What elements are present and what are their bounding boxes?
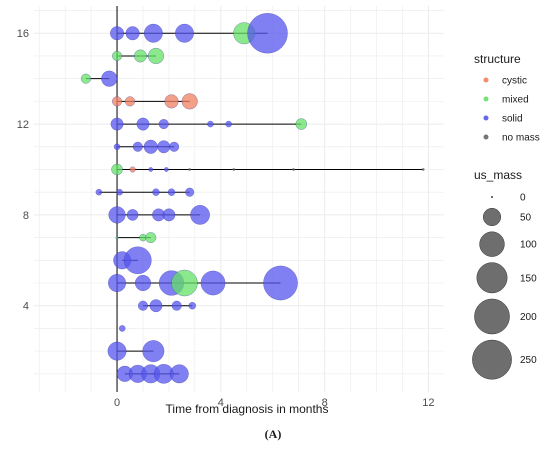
data-point-solid (157, 140, 171, 154)
y-tick-label: 8 (23, 210, 29, 222)
data-point-cystic (164, 94, 179, 109)
legend-size-label: 50 (520, 213, 532, 224)
y-tick-labels: 4 8 12 16 (17, 28, 29, 312)
data-point-solid (110, 117, 124, 131)
data-point-solid (143, 139, 158, 154)
data-point-mixed (133, 49, 147, 63)
legend-label: mixed (502, 95, 529, 106)
data-point-mixed (115, 236, 119, 240)
data-point-solid (152, 188, 160, 196)
legend-size-label: 100 (520, 240, 537, 251)
y-tick-label: 16 (17, 28, 29, 40)
data-point-solid (107, 341, 127, 361)
data-point-solid (118, 325, 126, 332)
legend-size-key (482, 207, 502, 227)
legend-size-title: us_mass (474, 168, 522, 182)
legend-key-cystic (483, 77, 489, 83)
x-axis-title: Time from diagnosis in months (166, 402, 329, 416)
data-point-mixed (145, 232, 157, 244)
data-point-solid (263, 265, 298, 301)
data-point-solid (136, 117, 150, 131)
data-point-no-mass (188, 167, 192, 171)
legend-size-label: 250 (520, 355, 537, 366)
data-point-cystic (111, 96, 123, 107)
data-point-solid (125, 26, 140, 41)
data-point-solid (207, 120, 214, 128)
legend-size-label: 0 (520, 193, 526, 204)
data-point-mixed (111, 50, 123, 62)
y-tick-label: 4 (23, 301, 29, 313)
data-point-solid (185, 187, 195, 197)
data-point-no-mass (421, 167, 425, 171)
legend-size: 0 50 100 150 200 250 (472, 193, 537, 380)
data-point-solid (162, 208, 176, 222)
x-tick-label: 4 (218, 397, 224, 409)
legend-size-key (490, 195, 494, 199)
figure-caption: (A) (265, 427, 282, 441)
legend-size-key (472, 339, 512, 380)
data-point-mixed (147, 47, 165, 65)
data-point-solid (142, 340, 165, 363)
data-point-cystic (181, 93, 198, 110)
data-point-solid (247, 12, 288, 54)
data-point-solid (116, 188, 123, 196)
data-point-solid (134, 274, 152, 292)
x-tick-label: 8 (322, 397, 328, 409)
legend-size-label: 150 (520, 273, 537, 284)
x-tick-label: 12 (422, 397, 434, 409)
data-point-solid (190, 205, 210, 225)
data-point-no-mass (292, 167, 295, 171)
legend-key-mixed (483, 96, 489, 102)
data-point-solid (158, 119, 169, 130)
legend-size-key (479, 231, 505, 257)
data-point-solid (113, 143, 121, 151)
data-point-solid (149, 299, 163, 313)
data-point-solid (169, 364, 189, 384)
legend-size-key (474, 298, 510, 335)
legend-label: no mass (502, 133, 540, 144)
data-point-solid (109, 26, 125, 41)
data-point-solid (95, 188, 103, 196)
x-tick-labels: 0 4 8 12 (114, 397, 435, 409)
x-tick-label: 0 (114, 397, 120, 409)
legend-label: solid (502, 114, 523, 125)
data-point-solid (200, 270, 226, 296)
data-point-mixed (295, 118, 308, 130)
data-point-solid (143, 23, 163, 43)
patient-lines (85, 32, 424, 375)
data-point-solid (163, 167, 169, 172)
data-point-solid (225, 120, 232, 128)
data-point-solid (169, 141, 180, 152)
data-point-solid (123, 246, 152, 275)
data-point-cystic (124, 96, 136, 107)
data-point-solid (132, 141, 143, 152)
data-point-solid (175, 23, 194, 43)
legend-key-solid (483, 115, 489, 121)
data-point-mixed (171, 269, 198, 297)
data-point-solid (171, 300, 182, 311)
data-point-cystic (129, 166, 136, 173)
legend-size-label: 200 (520, 312, 537, 323)
y-tick-label: 12 (17, 119, 29, 131)
data-point-solid (188, 301, 197, 310)
data-point-solid (148, 167, 154, 172)
data-point-solid (126, 209, 139, 221)
grid (34, 6, 444, 392)
data-point-solid (108, 206, 126, 224)
data-point-solid (137, 300, 149, 311)
legend-structure: cystic mixed solid no mass (483, 76, 540, 144)
legend-label: cystic (502, 76, 527, 87)
data-point-solid (108, 273, 127, 293)
legend-key-no-mass (483, 134, 489, 140)
data-point-solid (101, 70, 118, 87)
data-point-mixed (80, 73, 91, 84)
legend-size-key (476, 262, 508, 294)
data-point-solid (167, 188, 176, 196)
legend-structure-title: structure (474, 52, 521, 66)
data-point-mixed (111, 163, 123, 176)
data-point-no-mass (232, 167, 236, 171)
data-points (80, 12, 425, 384)
